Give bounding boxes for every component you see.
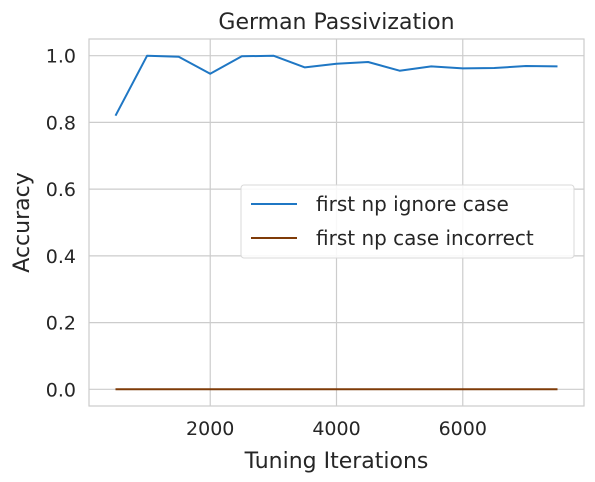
chart-title: German Passivization [218,10,454,35]
legend: first np ignore case first np case incor… [240,184,575,259]
legend-box [240,184,575,259]
y-tick-label: 0.0 [46,379,76,401]
x-tick-label: 2000 [186,418,234,440]
y-axis-label: Accuracy [10,172,35,272]
x-ticks: 2000 4000 6000 [186,418,487,440]
plot-frame [88,38,585,407]
y-tick-label: 0.4 [46,246,76,268]
y-tick-label: 0.8 [46,112,76,134]
legend-label-series-1: first np ignore case [316,192,509,216]
x-tick-label: 4000 [312,418,360,440]
x-tick-label: 6000 [439,418,487,440]
y-tick-label: 0.6 [46,179,76,201]
legend-label-series-2: first np case incorrect [316,226,534,250]
series-group [114,54,558,391]
y-tick-label: 0.2 [46,313,76,335]
series-line-1 [114,54,558,117]
y-ticks: 0.0 0.2 0.4 0.6 0.8 1.0 [46,46,76,402]
y-tick-label: 1.0 [46,46,76,68]
x-axis-label: Tuning Iterations [244,449,429,474]
